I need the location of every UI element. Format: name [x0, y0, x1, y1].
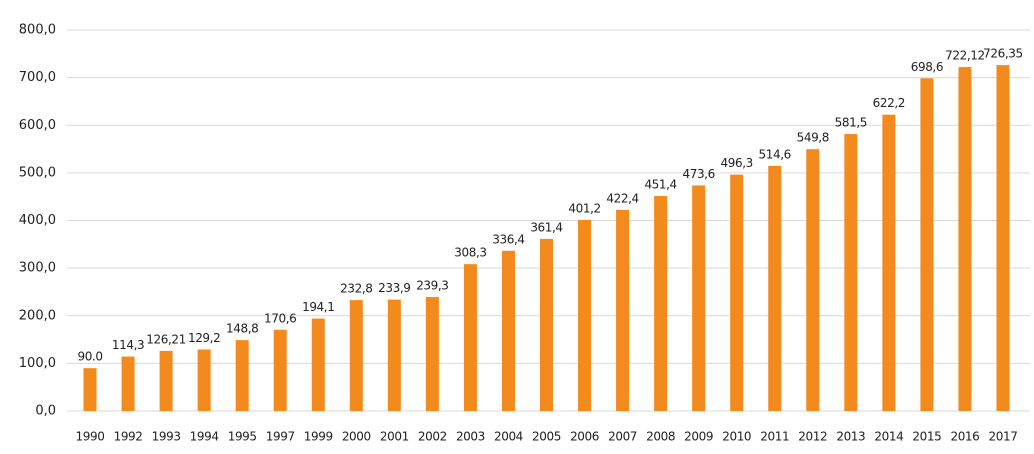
- bar: [501, 250, 515, 411]
- bar: [121, 356, 135, 411]
- bar: [349, 300, 363, 411]
- bar: [654, 196, 668, 411]
- bar: [387, 299, 401, 411]
- x-tick-label: 2009: [684, 430, 713, 444]
- bar: [768, 165, 782, 411]
- value-label: 549,8: [797, 131, 829, 145]
- value-label: 170,6: [264, 311, 296, 325]
- value-label: 514,6: [759, 147, 791, 161]
- value-label: 233,9: [378, 281, 410, 295]
- x-tick-label: 2004: [494, 430, 523, 444]
- x-tick-label: 2012: [798, 430, 827, 444]
- y-tick-label: 500,0: [19, 165, 56, 180]
- bar: [578, 219, 592, 411]
- value-label: 722,12: [945, 49, 985, 63]
- bar: [463, 264, 477, 411]
- x-tick-label: 2011: [760, 430, 789, 444]
- value-label: 239,3: [416, 279, 448, 293]
- value-label: 148,8: [226, 322, 258, 336]
- bar: [273, 329, 287, 411]
- value-label: 581,5: [835, 116, 867, 130]
- value-label: 194,1: [302, 300, 334, 314]
- x-tick-label: 1993: [152, 430, 181, 444]
- value-label: 422,4: [606, 191, 638, 205]
- x-tick-label: 1995: [228, 430, 257, 444]
- x-tick-label: 1997: [266, 430, 295, 444]
- x-tick-label: 2016: [950, 430, 979, 444]
- y-tick-label: 600,0: [19, 118, 56, 133]
- x-tick-label: 2000: [342, 430, 371, 444]
- bar: [197, 349, 211, 411]
- x-tick-label: 2003: [456, 430, 485, 444]
- value-label: 232,8: [340, 282, 372, 296]
- y-tick-label: 700,0: [19, 70, 56, 85]
- y-tick-label: 300,0: [19, 261, 56, 276]
- value-label: 401,2: [568, 201, 600, 215]
- bar: [958, 67, 972, 412]
- value-label: 726,35: [983, 47, 1023, 61]
- value-label: 90.0: [77, 350, 102, 364]
- x-tick-label: 1990: [76, 430, 105, 444]
- x-tick-label: 2014: [874, 430, 903, 444]
- x-tick-label: 1994: [190, 430, 219, 444]
- bar: [692, 185, 706, 411]
- value-label: 698,6: [911, 60, 943, 74]
- bar: [235, 340, 249, 411]
- bar: [806, 149, 820, 411]
- bar: [311, 318, 325, 411]
- x-tick-label: 2002: [418, 430, 447, 444]
- bar: [882, 114, 896, 411]
- y-tick-label: 100,0: [19, 356, 56, 371]
- bar: [83, 368, 97, 411]
- value-label: 129,2: [188, 331, 220, 345]
- y-tick-label: 800,0: [19, 23, 56, 38]
- y-tick-label: 400,0: [19, 213, 56, 228]
- value-label: 473,6: [682, 167, 714, 181]
- value-label: 622,2: [873, 96, 905, 110]
- x-tick-label: 2008: [646, 430, 675, 444]
- x-tick-label: 2005: [532, 430, 561, 444]
- x-tick-label: 2015: [912, 430, 941, 444]
- bar: [540, 238, 553, 411]
- x-tick-label: 2013: [836, 430, 865, 444]
- x-tick-label: 2007: [608, 430, 637, 444]
- value-label: 114,3: [112, 338, 144, 352]
- bar: [730, 174, 744, 411]
- bar: [844, 134, 858, 412]
- value-label: 496,3: [721, 156, 753, 170]
- x-tick-label: 2017: [989, 430, 1018, 444]
- value-label: 308,3: [454, 246, 486, 260]
- value-label: 126,21: [146, 332, 186, 346]
- value-label: 361,4: [530, 220, 562, 234]
- x-tick-label: 1992: [114, 430, 143, 444]
- bar: [920, 78, 934, 411]
- x-tick-label: 2001: [380, 430, 409, 444]
- y-tick-label: 0,0: [35, 404, 56, 419]
- bar: [616, 209, 630, 411]
- y-tick-label: 200,0: [19, 308, 56, 323]
- x-tick-label: 2006: [570, 430, 599, 444]
- value-label: 336,4: [492, 232, 524, 246]
- x-tick-label: 1999: [304, 430, 333, 444]
- value-label: 451,4: [644, 178, 676, 192]
- bar: [425, 297, 439, 411]
- bar: [159, 350, 173, 411]
- x-tick-label: 2010: [722, 430, 751, 444]
- bar: [996, 65, 1010, 412]
